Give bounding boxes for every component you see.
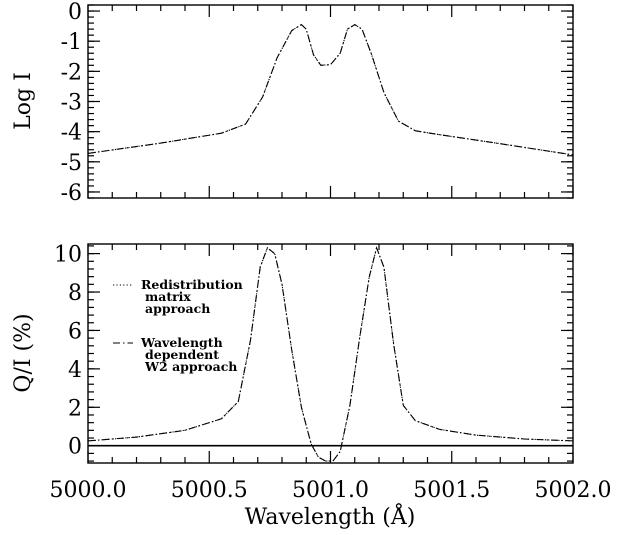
x-tick-label: 5000.0 bbox=[50, 478, 127, 503]
top-y-tick-label: -4 bbox=[61, 121, 82, 146]
bottom-y-tick-label: 4 bbox=[68, 358, 82, 383]
top-y-axis-title: Log I bbox=[11, 72, 36, 130]
legend-entry-text: W2 approach bbox=[144, 359, 237, 374]
bottom-y-tick-label: 10 bbox=[54, 243, 82, 268]
top-y-tick-label: -6 bbox=[61, 181, 82, 206]
bottom-y-tick-label: 2 bbox=[68, 396, 82, 421]
x-tick-label: 5001.5 bbox=[413, 478, 490, 503]
top-y-tick-label: -3 bbox=[61, 91, 82, 116]
legend-entry-text: matrix bbox=[145, 289, 191, 304]
legend-entry-text: dependent bbox=[145, 347, 219, 362]
top-y-tick-label: 0 bbox=[68, 0, 82, 25]
bottom-redistribution-matrix-line bbox=[87, 245, 574, 462]
top-plot-frame bbox=[87, 4, 574, 199]
legend-entry-text: approach bbox=[145, 301, 210, 316]
bottom-y-tick-label: 0 bbox=[68, 435, 82, 460]
x-tick-label: 5000.5 bbox=[171, 478, 248, 503]
x-tick-label: 5001.0 bbox=[292, 478, 369, 503]
top-wavelength-dependent-w2-line bbox=[87, 23, 574, 156]
x-tick-label: 5002.0 bbox=[535, 478, 612, 503]
x-axis-title: Wavelength (Å) bbox=[245, 502, 416, 530]
bottom-wavelength-dependent-w2-line bbox=[87, 245, 574, 462]
top-y-tick-label: -1 bbox=[61, 30, 82, 55]
polarization-panel: Q/I (%) Wavelength (Å) 0 2 4 6 8 10 5000.0 5000… bbox=[11, 243, 611, 530]
top-y-tick-label: -5 bbox=[61, 151, 82, 176]
top-redistribution-matrix-line bbox=[87, 23, 574, 156]
bottom-y-tick-label: 8 bbox=[68, 281, 82, 306]
bottom-y-tick-label: 6 bbox=[68, 319, 82, 344]
legend-entry-text: Redistribution bbox=[141, 277, 243, 292]
top-y-tick-label: -2 bbox=[61, 60, 82, 85]
log-intensity-panel: Log I 0 -1 -2 -3 -4 -5 -6 bbox=[11, 0, 574, 206]
legend-entry-text: Wavelength bbox=[140, 335, 223, 350]
bottom-y-axis-title: Q/I (%) bbox=[11, 313, 36, 392]
